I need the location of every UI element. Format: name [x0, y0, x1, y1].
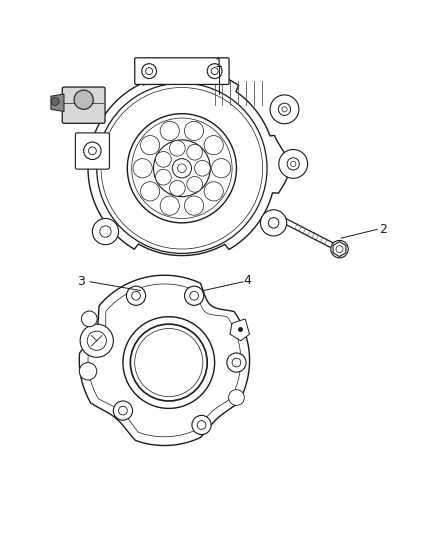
- Circle shape: [74, 90, 93, 109]
- Text: 3: 3: [78, 275, 85, 288]
- Circle shape: [160, 196, 179, 215]
- Circle shape: [133, 159, 152, 178]
- Circle shape: [100, 226, 111, 237]
- Circle shape: [170, 140, 185, 156]
- Circle shape: [87, 331, 106, 350]
- Circle shape: [51, 98, 59, 106]
- Circle shape: [194, 160, 210, 176]
- Circle shape: [80, 324, 113, 357]
- FancyBboxPatch shape: [62, 87, 105, 123]
- Circle shape: [268, 217, 279, 228]
- Circle shape: [279, 103, 290, 116]
- Circle shape: [190, 292, 198, 300]
- Circle shape: [261, 210, 287, 236]
- FancyBboxPatch shape: [135, 58, 229, 84]
- Circle shape: [187, 176, 202, 192]
- Circle shape: [84, 142, 101, 159]
- Circle shape: [155, 151, 171, 167]
- Circle shape: [197, 421, 206, 430]
- Circle shape: [331, 240, 348, 258]
- Circle shape: [184, 286, 204, 305]
- Circle shape: [212, 159, 231, 178]
- Circle shape: [113, 401, 133, 420]
- Circle shape: [336, 246, 343, 253]
- Circle shape: [132, 292, 141, 300]
- Circle shape: [160, 122, 179, 141]
- Circle shape: [177, 164, 186, 173]
- Circle shape: [227, 353, 246, 372]
- Circle shape: [204, 135, 223, 155]
- Text: 2: 2: [379, 223, 387, 236]
- Circle shape: [127, 286, 146, 305]
- FancyBboxPatch shape: [75, 133, 110, 169]
- Polygon shape: [230, 319, 250, 341]
- Circle shape: [92, 219, 119, 245]
- Circle shape: [207, 64, 222, 78]
- Circle shape: [192, 415, 211, 434]
- Circle shape: [279, 149, 307, 179]
- Circle shape: [79, 362, 97, 380]
- Circle shape: [282, 107, 287, 112]
- Circle shape: [155, 169, 171, 185]
- Circle shape: [184, 122, 204, 141]
- Circle shape: [170, 180, 185, 196]
- Polygon shape: [51, 94, 64, 111]
- Circle shape: [290, 161, 296, 166]
- Circle shape: [142, 64, 156, 78]
- Circle shape: [141, 182, 160, 201]
- Circle shape: [146, 68, 152, 75]
- Circle shape: [68, 55, 295, 282]
- Circle shape: [270, 95, 299, 124]
- Circle shape: [141, 135, 160, 155]
- Circle shape: [119, 406, 127, 415]
- Text: 4: 4: [244, 274, 251, 287]
- Circle shape: [81, 311, 97, 327]
- Circle shape: [172, 159, 191, 178]
- Circle shape: [184, 196, 204, 215]
- Text: 1: 1: [215, 57, 223, 70]
- Circle shape: [204, 182, 223, 201]
- Circle shape: [229, 390, 244, 405]
- Circle shape: [187, 144, 202, 160]
- Polygon shape: [333, 241, 346, 256]
- Circle shape: [127, 114, 237, 223]
- Circle shape: [88, 147, 96, 155]
- Polygon shape: [88, 68, 289, 256]
- Circle shape: [153, 140, 210, 197]
- Circle shape: [287, 158, 299, 170]
- Circle shape: [232, 358, 241, 367]
- Polygon shape: [79, 275, 250, 446]
- Circle shape: [123, 317, 215, 408]
- Circle shape: [211, 68, 218, 75]
